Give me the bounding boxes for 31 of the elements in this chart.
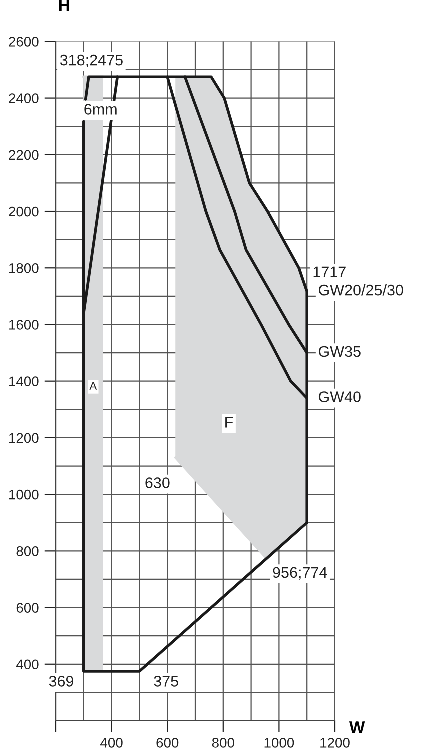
y-axis-title: H xyxy=(59,0,70,12)
x-tick-label: 1200 xyxy=(320,738,350,748)
y-tick-label: 2200 xyxy=(9,150,39,160)
annotation: 630 xyxy=(146,478,170,488)
y-tick-label: 1400 xyxy=(10,376,39,387)
y-tick-label: 2000 xyxy=(9,206,39,217)
annotation: 369 xyxy=(49,676,74,687)
x-axis-title: W xyxy=(349,722,366,734)
x-tick-label: 600 xyxy=(156,738,179,748)
y-tick-label: 1000 xyxy=(10,490,39,500)
y-tick-label: 1800 xyxy=(10,263,39,274)
y-tick-label: 600 xyxy=(16,603,39,613)
y-tick-label: 800 xyxy=(16,546,39,556)
y-tick-label: 2400 xyxy=(9,94,39,104)
annotation: F xyxy=(226,417,234,428)
x-tick-label: 800 xyxy=(212,738,234,748)
annotation: GW35 xyxy=(318,346,361,358)
annotation: A xyxy=(90,382,98,390)
annotation: 956;774 xyxy=(273,567,328,580)
annotation: 318;2475 xyxy=(60,54,123,68)
y-tick-label: 1600 xyxy=(10,320,39,330)
x-tick-label: 1000 xyxy=(264,738,294,748)
annotation: GW40 xyxy=(318,392,361,402)
annotation: 6mm xyxy=(84,104,117,115)
y-tick-label: 400 xyxy=(16,660,39,670)
annotation: GW20/25/30 xyxy=(318,284,404,296)
annotation: 1717 xyxy=(314,266,346,278)
y-tick-label: 2600 xyxy=(9,37,39,47)
y-tick-label: 1200 xyxy=(10,433,39,444)
annotation: 375 xyxy=(154,676,178,687)
x-tick-label: 400 xyxy=(100,738,123,748)
